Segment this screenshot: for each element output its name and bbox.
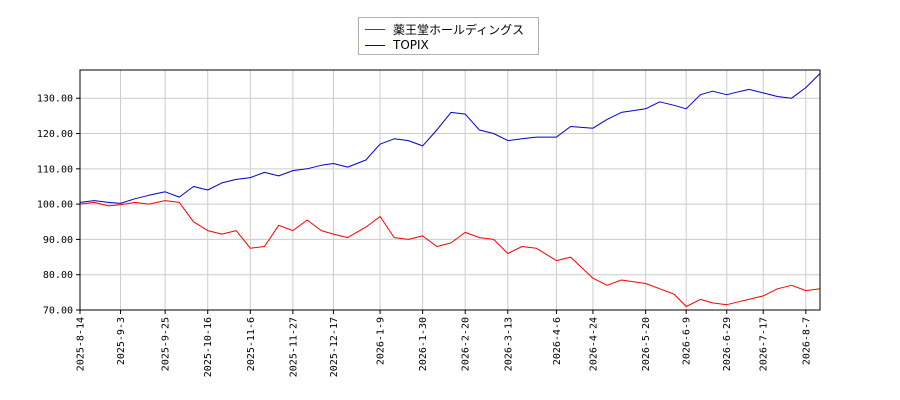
x-tick-label: 2026-7-17 — [759, 317, 770, 371]
series-lines — [79, 73, 821, 307]
y-tick-label: 110.00 — [37, 164, 73, 175]
legend-label-stock: 薬王堂ホールディングス — [393, 22, 525, 37]
legend-label-topix: TOPIX — [393, 38, 429, 52]
y-tick-label: 70.00 — [43, 306, 73, 317]
x-tick-label: 2026-4-24 — [588, 317, 599, 371]
y-tick-label: 130.00 — [37, 94, 73, 105]
x-tick-label: 2026-6-9 — [682, 317, 693, 365]
x-tick-label: 2026-3-13 — [503, 317, 514, 371]
y-tick-label: 80.00 — [43, 270, 73, 281]
x-tick-label: 2026-4-6 — [552, 317, 563, 365]
plot-frame — [79, 69, 821, 311]
y-tick-label: 120.00 — [37, 129, 73, 140]
x-tick-label: 2025-11-6 — [246, 317, 257, 371]
y-axis: 70.00 80.00 90.00 100.00 110.00 120.00 130.00 — [37, 94, 80, 317]
x-tick-label: 2025-11-27 — [288, 317, 299, 377]
x-tick-label: 2026-5-20 — [641, 317, 652, 371]
legend-swatch-stock — [365, 28, 385, 30]
x-tick-label: 2026-2-20 — [461, 317, 472, 371]
x-tick-label: 2025-9-3 — [116, 317, 127, 365]
y-tick-label: 100.00 — [37, 200, 73, 211]
x-tick-label: 2026-6-29 — [722, 317, 733, 371]
legend-item-topix: TOPIX — [365, 37, 429, 53]
x-tick-label: 2026-8-7 — [801, 317, 812, 365]
legend-swatch-topix — [365, 44, 385, 46]
x-axis: 2025-8-14 2025-9-3 2025-9-25 2025-10-16 2025… — [76, 310, 812, 377]
x-tick-label: 2026-1-30 — [418, 317, 429, 371]
legend: 薬王堂ホールディングス TOPIX — [358, 17, 539, 55]
grid — [79, 70, 820, 311]
y-tick-label: 90.00 — [43, 235, 73, 246]
x-tick-label: 2026-1-9 — [376, 317, 387, 365]
x-tick-label: 2025-10-16 — [203, 317, 214, 377]
x-tick-label: 2025-12-17 — [329, 317, 340, 377]
x-tick-label: 2025-9-25 — [161, 317, 172, 371]
series-line-stock — [79, 200, 821, 307]
legend-item-stock: 薬王堂ホールディングス — [365, 21, 524, 37]
x-tick-label: 2025-8-14 — [76, 317, 87, 371]
series-line-topix — [79, 73, 821, 204]
